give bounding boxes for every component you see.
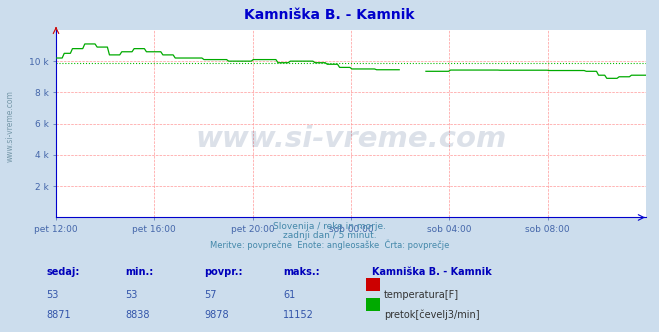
- Text: 8838: 8838: [125, 310, 150, 320]
- Text: 57: 57: [204, 290, 217, 300]
- Text: 11152: 11152: [283, 310, 314, 320]
- Text: www.si-vreme.com: www.si-vreme.com: [5, 90, 14, 162]
- Text: 61: 61: [283, 290, 296, 300]
- Text: 8871: 8871: [46, 310, 71, 320]
- Text: zadnji dan / 5 minut.: zadnji dan / 5 minut.: [283, 231, 376, 240]
- Text: Meritve: povprečne  Enote: angleosaške  Črta: povprečje: Meritve: povprečne Enote: angleosaške Čr…: [210, 240, 449, 250]
- Text: min.:: min.:: [125, 267, 154, 277]
- Text: povpr.:: povpr.:: [204, 267, 243, 277]
- Text: 9878: 9878: [204, 310, 229, 320]
- Text: temperatura[F]: temperatura[F]: [384, 290, 459, 300]
- Text: Kamniška B. - Kamnik: Kamniška B. - Kamnik: [244, 8, 415, 22]
- Text: sedaj:: sedaj:: [46, 267, 80, 277]
- Text: www.si-vreme.com: www.si-vreme.com: [195, 125, 507, 153]
- Text: 53: 53: [125, 290, 138, 300]
- Text: maks.:: maks.:: [283, 267, 320, 277]
- Text: 53: 53: [46, 290, 59, 300]
- Text: Slovenija / reke in morje.: Slovenija / reke in morje.: [273, 222, 386, 231]
- Text: pretok[čevelj3/min]: pretok[čevelj3/min]: [384, 310, 480, 320]
- Text: Kamniška B. - Kamnik: Kamniška B. - Kamnik: [372, 267, 492, 277]
